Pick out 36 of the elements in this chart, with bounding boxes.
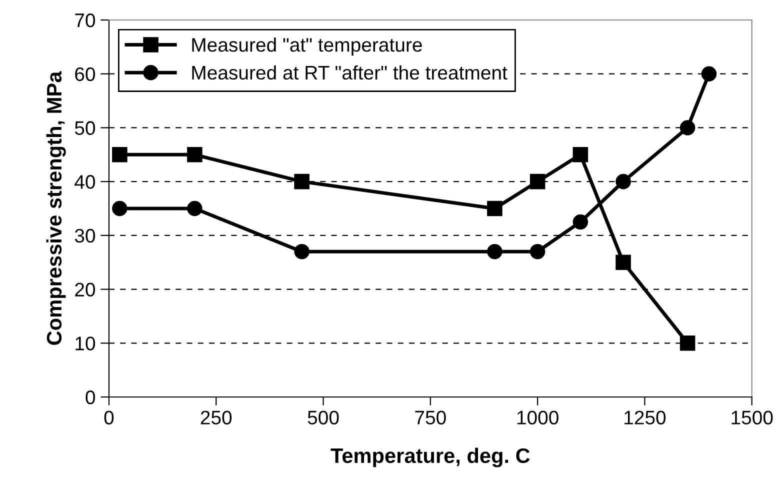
point <box>572 147 588 162</box>
y-tick-label: 30 <box>74 228 96 243</box>
point <box>187 200 202 216</box>
y-tick-label: 10 <box>76 336 96 350</box>
point <box>112 147 128 162</box>
point <box>487 244 502 260</box>
x-tick-label: 250 <box>200 410 232 424</box>
y-tick-label: 70 <box>75 13 96 28</box>
x-axis-title: Temperature, deg. C <box>330 448 530 468</box>
point <box>701 66 717 82</box>
y-axis-title: Compressive strength, MPa <box>46 71 66 345</box>
point <box>680 120 696 136</box>
point <box>112 200 128 216</box>
x-tick-label: 750 <box>415 410 446 424</box>
x-tick-label: 1250 <box>624 410 666 424</box>
point <box>487 200 502 216</box>
legend-label: Measured "at" temperature <box>192 38 422 56</box>
x-tick-label: 500 <box>308 410 339 424</box>
point <box>294 244 310 260</box>
point <box>294 174 310 190</box>
point <box>616 254 631 270</box>
point <box>530 244 546 260</box>
x-tick-label: 1000 <box>517 410 558 424</box>
legend-label: Measured at RT "after" the treatment <box>192 65 508 80</box>
y-tick-label: 50 <box>74 121 96 135</box>
point <box>187 147 202 162</box>
y-tick-label: 20 <box>75 282 96 297</box>
point <box>680 336 696 351</box>
point <box>616 174 631 190</box>
x-tick-label: 0 <box>104 410 114 424</box>
y-tick-label: 0 <box>86 390 96 404</box>
point <box>530 174 546 190</box>
y-tick-label: 40 <box>74 175 96 189</box>
point <box>572 214 588 230</box>
y-tick-label: 60 <box>75 67 96 82</box>
x-tick-label: 1500 <box>732 410 773 424</box>
